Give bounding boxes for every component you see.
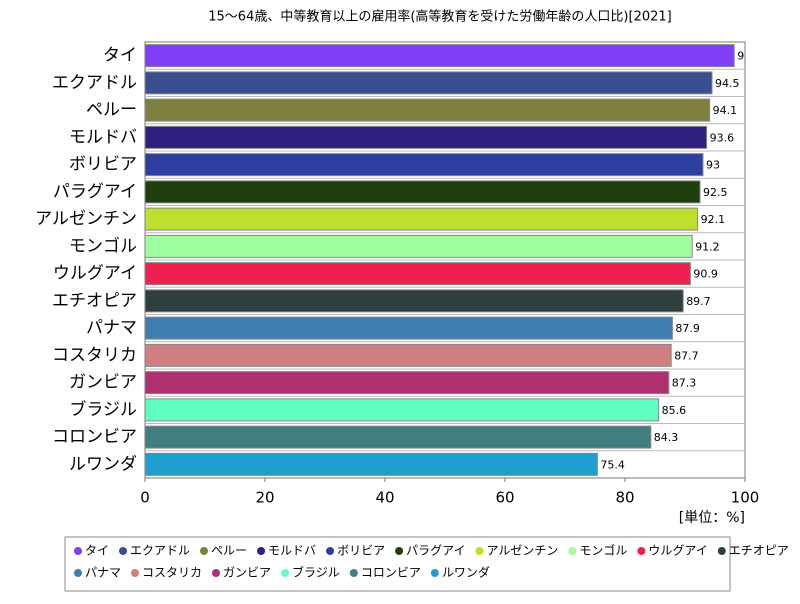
legend-marker: [475, 547, 484, 555]
legend-marker: [568, 547, 577, 555]
legend-label: ルワンダ: [442, 565, 490, 580]
y-tick-label: ウルグアイ: [53, 264, 137, 284]
y-tick-label: タイ: [103, 46, 137, 66]
legend-label: ペルー: [211, 544, 247, 558]
value-label: 84.3: [654, 431, 679, 444]
value-label: 87.3: [672, 377, 697, 390]
unit-label: [単位：%]: [679, 510, 745, 526]
y-tick-label: ガンビア: [69, 373, 137, 393]
legend-box: [64, 536, 731, 592]
bar: [145, 452, 598, 476]
y-tick-label: ペルー: [86, 100, 137, 120]
legend-marker: [717, 547, 726, 555]
legend-marker: [131, 569, 140, 577]
y-tick-label: コロンビア: [52, 427, 137, 447]
legend-label: コスタリカ: [142, 566, 202, 580]
legend-label: コロンビア: [361, 566, 421, 580]
bars: 98.2 94.5 94.1 93.6 93 92.5 92.1 91.2 90.9 89.7 87…: [145, 44, 762, 476]
legend-marker: [119, 547, 128, 555]
value-label: 87.9: [675, 322, 700, 335]
bar: [145, 98, 711, 122]
x-tick-label: 100: [731, 489, 760, 507]
legend-marker: [74, 569, 82, 577]
value-label: 87.7: [674, 349, 699, 362]
legend-marker: [257, 547, 266, 555]
chart-title: 15～64歳、中等教育以上の雇用率(高等教育を受けた労働年齢の人口比)[2021…: [208, 9, 671, 25]
bar: [145, 316, 673, 340]
legend-marker: [281, 569, 290, 577]
bar: [145, 262, 691, 286]
x-tick-label: 20: [255, 489, 274, 507]
y-tick-label: パラグアイ: [53, 182, 137, 202]
x-tick-label: 80: [615, 489, 634, 507]
legend-marker: [637, 547, 646, 555]
bar: [145, 343, 672, 367]
y-tick-label: コスタリカ: [52, 345, 137, 365]
y-tick-label: モルドバ: [69, 127, 137, 147]
bar: [145, 44, 735, 68]
value-label: 94.1: [713, 104, 738, 117]
legend-marker: [349, 569, 358, 577]
legend-label: アルゼンチン: [486, 544, 558, 558]
legend-label: パラグアイ: [406, 544, 465, 558]
bar: [145, 289, 684, 313]
bar: [145, 207, 699, 231]
legend-label: ボリビア: [337, 544, 385, 558]
legend-marker: [326, 547, 335, 555]
y-tick-label: パナマ: [86, 318, 137, 338]
bar: [145, 425, 652, 449]
y-tick-label: エチオピア: [52, 291, 137, 311]
legend-label: モルドバ: [268, 544, 316, 558]
value-label: 92.1: [701, 213, 726, 226]
value-label: 91.2: [695, 240, 720, 253]
value-label: 93.6: [710, 131, 735, 144]
legend-marker: [395, 547, 404, 555]
value-label: 92.5: [703, 186, 728, 199]
bar: [145, 71, 713, 95]
y-tick-label: エクアドル: [52, 73, 137, 93]
y-tick-label: ボリビア: [69, 155, 137, 175]
legend-marker: [212, 569, 221, 577]
value-label: 85.6: [662, 404, 687, 417]
x-tick-label: 40: [375, 489, 394, 507]
y-tick-label: ルワンダ: [69, 454, 137, 474]
value-label: 90.9: [693, 268, 718, 281]
legend-label: ブラジル: [292, 565, 340, 580]
y-tick-label: ブラジル: [69, 399, 137, 420]
bar: [145, 371, 670, 395]
legend-label: ガンビア: [223, 566, 271, 580]
legend-marker: [430, 569, 439, 577]
bar: [145, 398, 660, 422]
value-label: 98.2: [737, 50, 762, 63]
bar: [145, 125, 708, 149]
legend-marker: [74, 547, 82, 555]
y-tick-label: モンゴル: [69, 235, 137, 256]
legend-label: エクアドル: [130, 544, 190, 558]
value-label: 89.7: [686, 295, 711, 308]
legend-label: エチオピア: [729, 544, 789, 558]
legend-label: モンゴル: [579, 543, 627, 558]
value-label: 75.4: [600, 458, 625, 471]
value-label: 93: [706, 159, 720, 172]
x-tick-label: 0: [140, 489, 150, 507]
value-label: 94.5: [715, 77, 740, 90]
y-tick-label: アルゼンチン: [35, 209, 137, 229]
legend-label: タイ: [85, 544, 109, 558]
x-tick-label: 60: [495, 489, 514, 507]
bar: [145, 234, 693, 258]
bar: [145, 180, 701, 204]
bar: [145, 153, 704, 177]
legend-label: ウルグアイ: [648, 544, 707, 558]
legend-marker: [200, 547, 209, 555]
legend-label: パナマ: [85, 566, 121, 580]
